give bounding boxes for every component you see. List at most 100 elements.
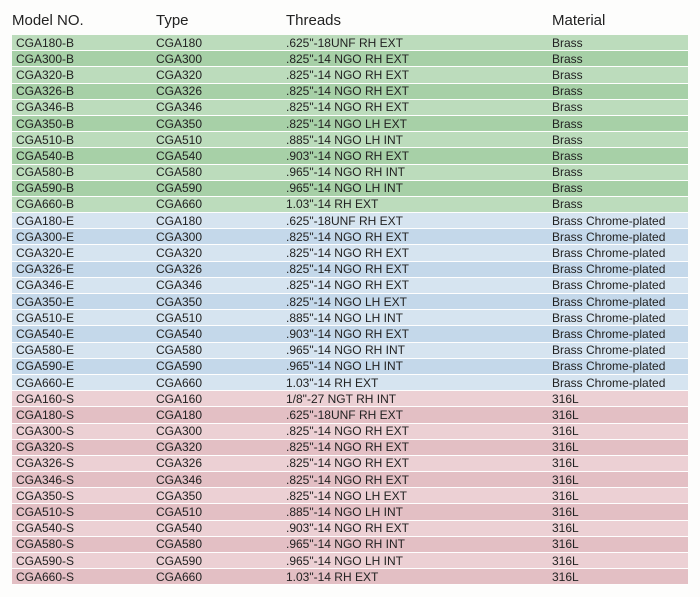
cell: .825"-14 NGO LH EXT — [286, 489, 552, 503]
cell: CGA540-B — [12, 149, 156, 163]
cell: Brass — [552, 52, 688, 66]
cell: CGA300-B — [12, 52, 156, 66]
cell: CGA346-B — [12, 100, 156, 114]
cell: .903"-14 NGO RH EXT — [286, 149, 552, 163]
cell: CGA660-E — [12, 376, 156, 390]
cell: CGA510-E — [12, 311, 156, 325]
cell: Brass Chrome-plated — [552, 214, 688, 228]
table-row: CGA510-BCGA510.885"-14 NGO LH INTBrass — [12, 132, 688, 148]
cell: CGA350 — [156, 295, 286, 309]
cell: .825"-14 NGO RH EXT — [286, 424, 552, 438]
cell: .903"-14 NGO RH EXT — [286, 521, 552, 535]
cell: CGA180 — [156, 408, 286, 422]
cell: CGA346 — [156, 278, 286, 292]
cell: CGA180 — [156, 36, 286, 50]
table-row: CGA320-ECGA320.825"-14 NGO RH EXTBrass C… — [12, 245, 688, 261]
cell: Brass Chrome-plated — [552, 376, 688, 390]
cell: 316L — [552, 473, 688, 487]
table-row: CGA580-SCGA580.965"-14 NGO RH INT316L — [12, 537, 688, 553]
cell: CGA350 — [156, 489, 286, 503]
cell: CGA300 — [156, 52, 286, 66]
cell: CGA510 — [156, 505, 286, 519]
table-row: CGA590-BCGA590.965"-14 NGO LH INTBrass — [12, 181, 688, 197]
cell: .825"-14 NGO RH EXT — [286, 230, 552, 244]
cell: CGA326-S — [12, 456, 156, 470]
table-row: CGA180-SCGA180.625"-18UNF RH EXT316L — [12, 407, 688, 423]
cell: CGA346 — [156, 100, 286, 114]
cell: 316L — [552, 554, 688, 568]
cell: .965"-14 NGO RH INT — [286, 343, 552, 357]
table-row: CGA350-BCGA350.825"-14 NGO LH EXTBrass — [12, 116, 688, 132]
cell: .825"-14 NGO RH EXT — [286, 100, 552, 114]
cell: CGA320 — [156, 246, 286, 260]
cell: Brass Chrome-plated — [552, 311, 688, 325]
cell: CGA590 — [156, 359, 286, 373]
cell: 316L — [552, 537, 688, 551]
cell: 1/8"-27 NGT RH INT — [286, 392, 552, 406]
cell: Brass — [552, 149, 688, 163]
cell: CGA326 — [156, 456, 286, 470]
cell: 316L — [552, 424, 688, 438]
col-threads: Threads — [286, 12, 552, 29]
cell: CGA180-B — [12, 36, 156, 50]
cell: CGA180-E — [12, 214, 156, 228]
cell: CGA580-E — [12, 343, 156, 357]
cell: CGA346 — [156, 473, 286, 487]
cell: CGA300 — [156, 424, 286, 438]
cell: .965"-14 NGO LH INT — [286, 554, 552, 568]
cell: CGA346-S — [12, 473, 156, 487]
cell: .885"-14 NGO LH INT — [286, 133, 552, 147]
table-row: CGA180-ECGA180.625"-18UNF RH EXTBrass Ch… — [12, 213, 688, 229]
table-row: CGA300-ECGA300.825"-14 NGO RH EXTBrass C… — [12, 229, 688, 245]
table-row: CGA660-SCGA6601.03"-14 RH EXT316L — [12, 569, 688, 585]
cell: .825"-14 NGO RH EXT — [286, 52, 552, 66]
cell: CGA350-B — [12, 117, 156, 131]
cell: 316L — [552, 521, 688, 535]
cell: CGA540-E — [12, 327, 156, 341]
cell: CGA540 — [156, 327, 286, 341]
cell: CGA300-E — [12, 230, 156, 244]
cell: 316L — [552, 489, 688, 503]
cell: CGA580 — [156, 343, 286, 357]
cell: CGA510 — [156, 133, 286, 147]
table-row: CGA540-ECGA540.903"-14 NGO RH EXTBrass C… — [12, 326, 688, 342]
table-row: CGA580-BCGA580.965"-14 NGO RH INTBrass — [12, 165, 688, 181]
table-row: CGA320-SCGA320.825"-14 NGO RH EXT316L — [12, 440, 688, 456]
cell: CGA540-S — [12, 521, 156, 535]
cell: CGA160 — [156, 392, 286, 406]
cell: 316L — [552, 440, 688, 454]
cell: .965"-14 NGO RH INT — [286, 537, 552, 551]
cell: CGA590-S — [12, 554, 156, 568]
cell: CGA510 — [156, 311, 286, 325]
cell: .825"-14 NGO RH EXT — [286, 246, 552, 260]
cell: 316L — [552, 392, 688, 406]
cell: CGA590-E — [12, 359, 156, 373]
cell: CGA346-E — [12, 278, 156, 292]
cell: 316L — [552, 570, 688, 584]
cell: .625"-18UNF RH EXT — [286, 36, 552, 50]
cell: Brass Chrome-plated — [552, 327, 688, 341]
table-row: CGA346-BCGA346.825"-14 NGO RH EXTBrass — [12, 100, 688, 116]
cell: Brass Chrome-plated — [552, 246, 688, 260]
cell: .625"-18UNF RH EXT — [286, 408, 552, 422]
cell: CGA326-E — [12, 262, 156, 276]
cell: 316L — [552, 505, 688, 519]
table-row: CGA350-SCGA350.825"-14 NGO LH EXT316L — [12, 488, 688, 504]
cell: CGA580 — [156, 537, 286, 551]
table-body: CGA180-BCGA180.625"-18UNF RH EXTBrassCGA… — [12, 35, 688, 585]
cell: CGA510-S — [12, 505, 156, 519]
cell: 316L — [552, 408, 688, 422]
cell: CGA320-B — [12, 68, 156, 82]
cell: .965"-14 NGO LH INT — [286, 359, 552, 373]
cell: Brass Chrome-plated — [552, 262, 688, 276]
cell: .825"-14 NGO RH EXT — [286, 278, 552, 292]
table-row: CGA660-ECGA6601.03"-14 RH EXTBrass Chrom… — [12, 375, 688, 391]
cell: .825"-14 NGO LH EXT — [286, 117, 552, 131]
cell: CGA590-B — [12, 181, 156, 195]
table-row: CGA510-ECGA510.885"-14 NGO LH INTBrass C… — [12, 310, 688, 326]
cell: .825"-14 NGO RH EXT — [286, 68, 552, 82]
cell: .825"-14 NGO RH EXT — [286, 456, 552, 470]
cell: CGA660 — [156, 197, 286, 211]
table-row: CGA660-BCGA6601.03"-14 RH EXTBrass — [12, 197, 688, 213]
table-row: CGA320-BCGA320.825"-14 NGO RH EXTBrass — [12, 67, 688, 83]
